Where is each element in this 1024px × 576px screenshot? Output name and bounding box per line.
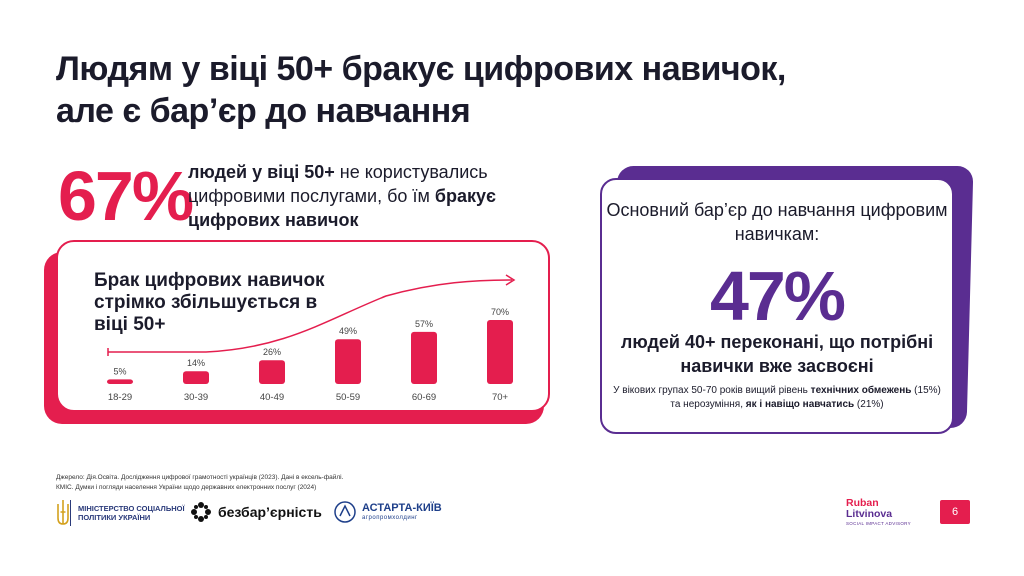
slide-title: Людям у віці 50+ бракує цифрових навичок… (56, 48, 856, 132)
category-label-18-29: 18-29 (108, 392, 132, 403)
bezbar-logo-text: безбар’єрність (218, 504, 322, 520)
ministry-logo-text: Міністерство соціальної політики України (78, 504, 185, 522)
chart-title: Брак цифрових навичок стрімко збільшуєть… (94, 270, 325, 335)
value-label-70+: 70% (491, 307, 509, 317)
trend-arrow (107, 274, 516, 356)
value-label-50-59: 49% (339, 326, 357, 336)
value-label-30-39: 14% (187, 358, 205, 368)
trend-arrow-head (505, 274, 516, 286)
note-plain-3: (21%) (854, 399, 884, 410)
barrier-note: У вікових групах 50-70 років вищий рівен… (610, 384, 944, 412)
bar-50-59 (335, 339, 361, 384)
title-line-1: Людям у віці 50+ бракує цифрових навичок… (56, 50, 786, 88)
category-label-50-59: 50-59 (336, 392, 360, 403)
astarta-emblem-icon (334, 501, 356, 523)
note-bold-2: як і навіщо навчатись (745, 399, 855, 410)
sources: Джерело: Дія.Освіта. Дослідження цифрово… (56, 473, 476, 493)
value-label-18-29: 5% (113, 366, 126, 376)
rl-line-1: Ruban (846, 497, 879, 509)
ruban-litvinova-logo: Ruban Litvinova SOCIAL IMPACT ADVISORY (846, 497, 926, 527)
category-label-30-39: 30-39 (184, 392, 208, 403)
ministry-logo: Міністерство соціальної політики України (56, 497, 188, 529)
barrier-card (600, 178, 954, 434)
stat-67-description: людей у віці 50+ не користувались цифров… (188, 160, 548, 232)
bar-18-29 (107, 379, 133, 384)
value-label-40-49: 26% (263, 347, 281, 357)
barrier-heading: Основний бар’єр до навчання цифровим нав… (606, 200, 948, 244)
logo-divider (70, 500, 71, 526)
bar-30-39 (183, 371, 209, 384)
trend-line (108, 279, 513, 353)
note-plain-2: (15%) та нерозуміння, (670, 385, 941, 410)
astarta-sub: агропромхолдинг (362, 515, 418, 521)
rl-sub: SOCIAL IMPACT ADVISORY (846, 521, 911, 526)
astarta-logo: АСТАРТА-КИЇВ агропромхолдинг (334, 498, 442, 526)
astarta-name: АСТАРТА-КИЇВ (362, 502, 442, 514)
rl-line-2: Litvinova (846, 508, 893, 520)
stat-67-plain-1: не користувались цифровими послугами, бо… (188, 162, 488, 206)
dots-flower-icon (191, 502, 211, 522)
value-label-60-69: 57% (415, 319, 433, 329)
category-label-40-49: 40-49 (260, 392, 284, 403)
stat-67-bold-2: бракує цифрових навичок (188, 186, 496, 230)
bezbar-logo: безбар’єрність (190, 500, 322, 524)
stat-47-value: 47% (709, 257, 846, 335)
stat-67-value: 67% (58, 157, 194, 235)
note-bold-1: технічних обмежень (810, 385, 912, 396)
note-plain-1: У вікових групах 50-70 років вищий рівен… (613, 385, 811, 396)
page-number: 6 (940, 500, 970, 524)
bar-70+ (487, 320, 513, 384)
category-label-70+: 70+ (492, 392, 509, 403)
chart-card (56, 240, 550, 412)
source-line-1: Джерело: Дія.Освіта. Дослідження цифрово… (56, 474, 344, 481)
bar-chart: 5% 14% 26% 49% 57% 70% 18-29 30-39 40-49 50-59 60… (107, 274, 516, 403)
bar-40-49 (259, 360, 285, 384)
trident-icon (57, 500, 69, 525)
bar-60-69 (411, 331, 437, 384)
source-line-2: КМІС. Думки і погляди населення України … (56, 484, 317, 491)
title-line-2: але є бар’єр до навчання (56, 92, 471, 130)
stat-67-bold-1: людей у віці 50+ (188, 162, 335, 182)
category-label-60-69: 60-69 (412, 392, 436, 403)
stat-47-description: людей 40+ переконані, що потрібні навичк… (620, 332, 934, 376)
